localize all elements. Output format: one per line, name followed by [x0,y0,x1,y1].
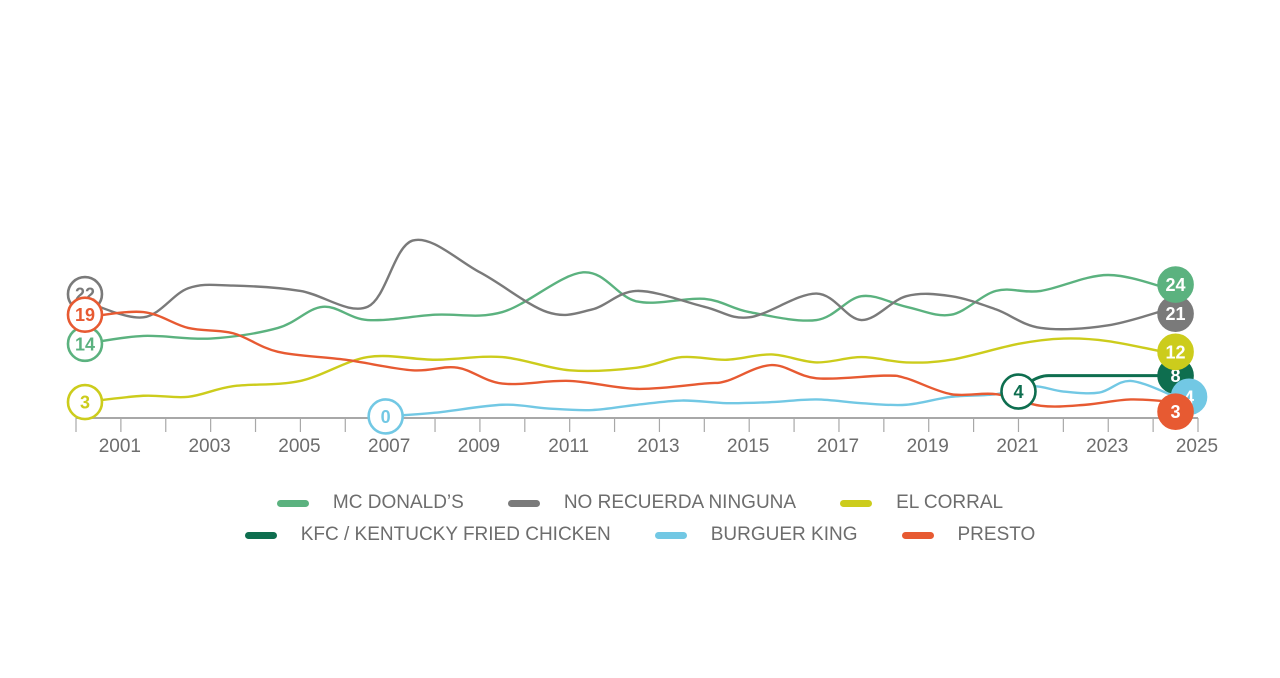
value-label-circle [66,383,104,421]
legend-label-no-recuerda: NO RECUERDA NINGUNA [563,492,797,513]
axis-layer: 2001 2003 2005 2007 2009 2011 2013 2015 2017 2019… [75,417,1218,457]
legend-item-burguer-king[interactable]: BURGUER KING [654,524,858,546]
x-tick-label: 2017 [817,436,859,457]
x-tick-label: 2007 [368,436,410,457]
x-tick-label: 2009 [458,436,500,457]
legend-item-no-recuerda[interactable]: NO RECUERDA NINGUNA [507,492,797,514]
value-label-text: 14 [75,334,95,354]
series-line-burguer-king [384,379,1177,418]
series-line-no-recuerda-ninguna [83,238,1177,331]
series-line-kfc-kentucky-fried-chicken [1016,374,1178,394]
value-label-text: 12 [1166,342,1186,362]
x-tick-label: 2015 [727,436,769,457]
legend-label-el-corral: EL CORRAL [896,492,1004,513]
legend-item-el-corral[interactable]: EL CORRAL [840,492,1003,514]
legend-swatch-kfc [244,531,277,539]
value-label-text: 4 [1013,382,1023,402]
value-label-circle [367,398,404,435]
x-tick-label: 2013 [637,436,679,457]
x-tick-label: 2001 [99,436,141,457]
legend-item-kfc[interactable]: KFC / KENTUCKY FRIED CHICKEN [244,524,611,546]
legend-label-burguer-king: BURGUER KING [710,524,858,545]
value-label-text: 8 [1171,366,1181,386]
x-tick-label: 2011 [548,436,589,457]
value-label-burguer-king-0: 0 [367,398,404,435]
series-line-mc-donald-s [83,271,1177,346]
legend-swatch-presto [901,531,934,539]
x-tick-label: 2021 [996,436,1038,457]
legend-swatch-mcdonalds [276,499,309,507]
x-tick-label: 2019 [907,436,949,457]
x-tick-label: 2023 [1086,436,1128,457]
value-label-circle [1157,333,1194,371]
x-tick-label: 2003 [188,436,230,457]
legend-item-mcdonalds[interactable]: MC DONALD’S [276,492,464,514]
value-label-text: 3 [80,393,90,413]
legend-row-1: MC DONALD’S NO RECUERDA NINGUNA EL CORRA… [0,492,1280,514]
series-line-el-corral [83,337,1177,404]
legend-item-presto[interactable]: PRESTO [901,524,1036,546]
legend-swatch-el-corral [840,499,873,507]
value-label-presto-3: 3 [1157,393,1194,430]
legend-label-kfc: KFC / KENTUCKY FRIED CHICKEN [300,524,611,545]
value-label-text: 19 [75,305,95,325]
legend-label-mcdonalds: MC DONALD’S [332,492,464,513]
value-label-el-corral-12: 12 [1157,333,1194,371]
value-label-text: 3 [1171,402,1181,422]
value-label-circle [1157,266,1194,303]
legend-swatch-no-recuerda [507,499,540,507]
legend-row-2: KFC / KENTUCKY FRIED CHICKEN BURGUER KIN… [0,524,1280,546]
value-label-text: 24 [1166,275,1186,295]
x-tick-label: 2005 [278,436,320,457]
value-label-text: 0 [381,407,391,427]
value-label-mc-donald-s-24: 24 [1157,266,1194,303]
value-label-el-corral-3: 3 [66,383,104,421]
value-label-kfc-kentucky-fried-chicken-4: 4 [1000,373,1037,410]
legend-swatch-burguer-king [654,531,687,539]
legend-label-presto: PRESTO [957,524,1036,545]
value-label-text: 21 [1166,304,1186,324]
value-label-text: 4 [1184,387,1194,407]
value-label-circle [1157,393,1194,430]
value-label-circle [66,296,104,334]
x-tick-label: 2025 [1176,436,1218,457]
value-label-presto-19: 19 [66,296,104,334]
value-label-circle [1000,373,1037,410]
